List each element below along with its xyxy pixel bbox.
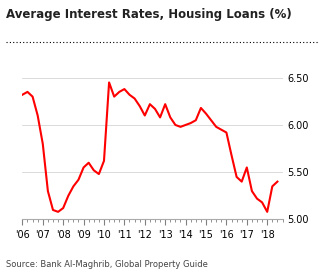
Text: Source: Bank Al-Maghrib, Global Property Guide: Source: Bank Al-Maghrib, Global Property… bbox=[6, 259, 208, 269]
Text: Average Interest Rates, Housing Loans (%): Average Interest Rates, Housing Loans (%… bbox=[6, 8, 292, 21]
